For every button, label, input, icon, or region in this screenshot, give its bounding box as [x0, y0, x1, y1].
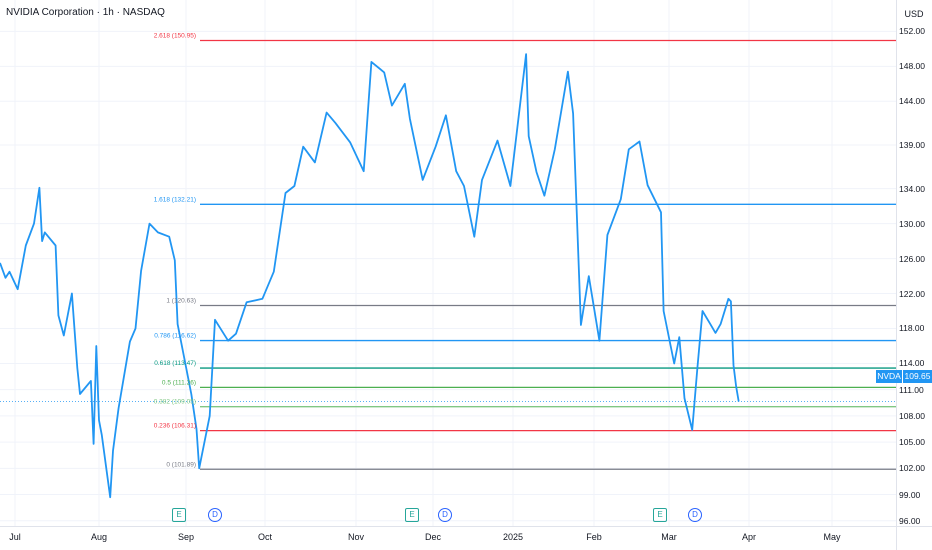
- time-tick-label: 2025: [502, 532, 524, 542]
- price-tick-label: 126.00: [899, 253, 925, 264]
- fib-level-label: 0.382 (109.05): [154, 399, 196, 406]
- price-scale-divider: [896, 0, 897, 550]
- fib-level-label: 0.5 (111.26): [162, 379, 196, 386]
- time-tick-label: Dec: [424, 532, 442, 542]
- fib-level-label: 0.618 (113.47): [154, 360, 196, 367]
- price-tick-label: 144.00: [899, 96, 925, 107]
- fib-level-label: 0.786 (116.62): [154, 333, 196, 340]
- earnings-event-icon[interactable]: E: [405, 508, 419, 522]
- time-tick-label: Jul: [9, 532, 21, 542]
- time-tick-label: Apr: [741, 532, 757, 542]
- price-tick-label: 111.00: [899, 384, 924, 395]
- fib-level-label: 2.618 (150.95): [154, 33, 196, 40]
- time-tick-label: Sep: [177, 532, 195, 542]
- fib-level-label: 1 (120.63): [166, 298, 196, 305]
- dividend-event-icon[interactable]: D: [688, 508, 702, 522]
- price-tick-label: 108.00: [899, 410, 925, 421]
- time-tick-label: Nov: [347, 532, 365, 542]
- price-tick-label: 99.00: [899, 489, 921, 500]
- fib-level-label: 0 (101.89): [166, 461, 196, 468]
- price-tick-label: 105.00: [899, 437, 925, 448]
- chart-title: NVIDIA Corporation · 1h · NASDAQ: [6, 7, 165, 18]
- symbol-badge: NVDA: [876, 370, 902, 383]
- price-tick-label: 102.00: [899, 463, 925, 474]
- fib-level-label: 0.236 (106.31): [154, 423, 196, 430]
- currency-label[interactable]: USD: [904, 9, 924, 19]
- price-tick-label: 122.00: [899, 288, 925, 299]
- price-series-line: [0, 53, 740, 499]
- price-tick-label: 139.00: [899, 139, 925, 150]
- dividend-event-icon[interactable]: D: [438, 508, 452, 522]
- time-tick-label: Mar: [661, 532, 677, 542]
- price-tick-label: 148.00: [899, 61, 925, 72]
- price-tick-label: 118.00: [899, 323, 925, 334]
- fib-level-label: 1.618 (132.21): [154, 196, 196, 203]
- earnings-event-icon[interactable]: E: [653, 508, 667, 522]
- price-tick-label: 114.00: [899, 358, 925, 369]
- earnings-event-icon[interactable]: E: [172, 508, 186, 522]
- time-scale-divider: [0, 526, 932, 527]
- time-tick-label: May: [823, 532, 841, 542]
- price-tick-label: 130.00: [899, 218, 925, 229]
- price-tick-label: 134.00: [899, 183, 925, 194]
- price-tick-label: 152.00: [899, 26, 925, 37]
- time-tick-label: Aug: [90, 532, 108, 542]
- chart-grid: [0, 0, 896, 526]
- fibonacci-levels[interactable]: [0, 39, 896, 470]
- time-tick-label: Feb: [586, 532, 602, 542]
- fibonacci-labels: 2.618 (150.95) 1.618 (132.21) 1 (120.63) 0.…: [154, 33, 196, 469]
- dividend-event-icon[interactable]: D: [208, 508, 222, 522]
- time-tick-label: Oct: [257, 532, 273, 542]
- price-tick-label: 96.00: [899, 515, 921, 526]
- last-price-badge: 109.65: [903, 370, 932, 383]
